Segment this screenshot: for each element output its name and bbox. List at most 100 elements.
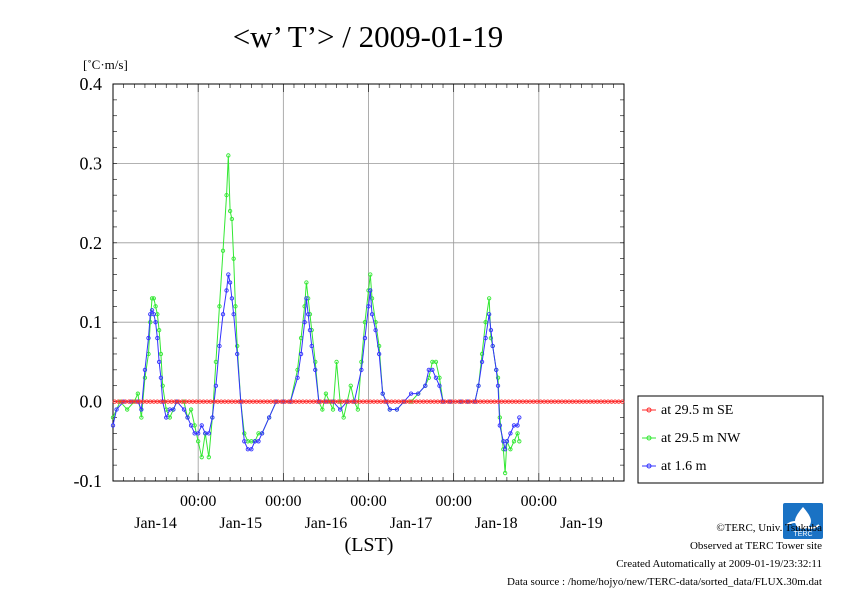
data-point <box>304 296 309 301</box>
y-tick-label: 0.1 <box>80 312 103 332</box>
footer-copyright: ©TERC, Univ. Tsukuba <box>716 522 822 534</box>
legend: at 29.5 m SE at 29.5 m NW at 1.6 m <box>637 395 824 484</box>
x-tick-time-label: 00:00 <box>435 493 471 510</box>
data-point <box>242 439 247 444</box>
data-point <box>151 312 156 317</box>
data-point <box>423 383 428 388</box>
data-point <box>313 359 318 365</box>
series-line <box>112 274 520 450</box>
data-point <box>156 327 162 333</box>
data-point <box>495 375 501 380</box>
data-point <box>502 447 508 452</box>
data-point <box>142 367 148 372</box>
chart-title: <w’ T’> / 2009-01-19 <box>233 19 504 54</box>
data-point <box>199 455 204 460</box>
data-point <box>508 431 513 436</box>
data-point <box>156 359 162 365</box>
data-point <box>229 216 235 222</box>
data-point <box>213 383 219 388</box>
data-point <box>217 343 222 349</box>
data-point <box>235 343 240 349</box>
series-nw <box>110 153 522 476</box>
data-point <box>362 335 368 341</box>
data-point <box>295 375 300 380</box>
x-tick-date-label: Jan-15 <box>219 515 262 532</box>
data-point <box>139 415 144 420</box>
x-tick-time-label: 00:00 <box>265 493 301 510</box>
data-point <box>476 383 481 388</box>
data-point <box>229 296 235 301</box>
data-point <box>502 470 508 476</box>
data-point <box>515 431 520 436</box>
data-point <box>488 335 494 341</box>
footer-created: Created Automatically at 2009-01-19/23:3… <box>616 558 822 570</box>
data-point <box>355 407 361 412</box>
data-point <box>224 288 229 293</box>
data-point <box>226 272 231 277</box>
y-tick-label: 0.3 <box>80 153 103 173</box>
legend-label: at 29.5 m SE <box>661 403 733 418</box>
data-point <box>511 439 517 444</box>
series-se <box>112 399 625 404</box>
legend-item-1-6m: at 1.6 m <box>642 459 707 474</box>
data-point <box>233 304 238 309</box>
data-point <box>139 407 144 412</box>
y-tick-labels: 0.4 0.3 0.2 0.1 0.0 -0.1 <box>74 74 103 491</box>
footer-observed: Observed at TERC Tower site <box>689 540 822 552</box>
data-point <box>135 391 140 396</box>
data-point <box>376 351 382 357</box>
terc-logo: TERC <box>783 503 823 539</box>
data-point <box>114 407 119 412</box>
x-tick-date-label: Jan-16 <box>305 515 348 532</box>
data-point <box>149 296 155 301</box>
data-point <box>199 423 204 428</box>
x-tick-time-label: 00:00 <box>350 493 386 510</box>
data-point <box>181 407 187 412</box>
data-point <box>160 383 165 388</box>
data-point <box>437 383 442 388</box>
x-axis-label: (LST) <box>345 534 394 556</box>
data-point <box>504 439 510 444</box>
y-axis-label: [˚C·m/s] <box>83 57 128 72</box>
data-point <box>416 391 421 396</box>
data-point <box>298 351 304 357</box>
data-point <box>206 455 211 460</box>
data-point <box>373 327 378 333</box>
footer-source: Data source : /home/hojyo/new/TERC-data/… <box>507 576 822 588</box>
data-point <box>515 423 520 428</box>
data-point <box>224 193 229 198</box>
data-point <box>380 391 385 396</box>
data-point <box>483 335 488 341</box>
data-point <box>341 415 346 420</box>
data-point <box>359 359 364 365</box>
data-point <box>313 367 318 372</box>
data-point <box>433 359 439 365</box>
data-point <box>185 415 190 420</box>
plot-area <box>112 83 625 482</box>
data-point <box>408 391 414 396</box>
legend-item-se: at 29.5 m SE <box>642 403 733 418</box>
x-tick-date-label: Jan-17 <box>390 515 433 532</box>
data-point <box>226 153 231 158</box>
data-point <box>479 359 485 365</box>
data-point <box>153 320 158 325</box>
series-line <box>112 155 520 474</box>
data-point <box>517 439 522 444</box>
y-tick-label: 0.4 <box>80 74 103 94</box>
data-point <box>433 375 439 380</box>
data-point <box>266 415 272 420</box>
data-point <box>231 312 236 317</box>
x-tick-date-label: Jan-18 <box>475 515 518 532</box>
data-point <box>158 351 164 357</box>
data-point <box>302 304 307 309</box>
data-point <box>110 423 116 428</box>
y-tick-label: 0.0 <box>80 392 103 412</box>
data-point <box>497 423 502 428</box>
data-point <box>330 407 336 412</box>
data-point <box>188 407 194 412</box>
data-point <box>369 296 375 301</box>
data-point <box>259 431 265 436</box>
data-point <box>620 399 625 404</box>
data-point <box>146 335 151 341</box>
data-point <box>517 415 522 420</box>
